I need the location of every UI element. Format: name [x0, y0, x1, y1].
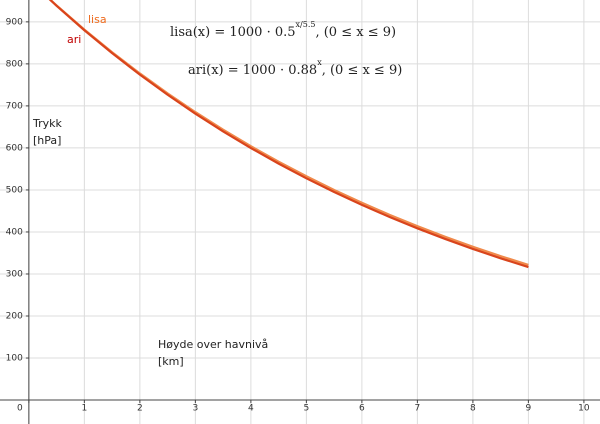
- formula-exponent: x/5.5: [296, 20, 316, 29]
- y-tick-label: 100: [6, 354, 23, 364]
- formula-tail: , (0 ≤ x ≤ 9): [315, 25, 396, 40]
- x-tick-label: 5: [304, 404, 310, 414]
- y-tick-label: 200: [6, 312, 23, 322]
- formula-main: lisa(x) = 1000 · 0.5: [170, 25, 296, 40]
- y-tick-label: 900: [6, 17, 23, 27]
- x-tick-label: 7: [415, 404, 421, 414]
- y-tick-label: 500: [6, 185, 23, 195]
- x-axis-label: Høyde over havnivå: [158, 338, 268, 351]
- x-axis-label: [km]: [158, 355, 184, 368]
- y-axis-label: Trykk: [32, 117, 63, 130]
- x-tick-label: 1: [81, 404, 87, 414]
- formula: ari(x) = 1000 · 0.88x, (0 ≤ x ≤ 9): [188, 58, 402, 78]
- formula: lisa(x) = 1000 · 0.5x/5.5, (0 ≤ x ≤ 9): [170, 20, 396, 40]
- x-tick-label: 0: [17, 404, 23, 414]
- y-tick-label: 600: [6, 143, 23, 153]
- x-tick-label: 4: [248, 404, 254, 414]
- labels: 0 1 2 3 4 5 6 7 8 9 10 100 200 300 400 500 600 700 800 900 l…: [6, 13, 590, 414]
- series-line: [48, 0, 529, 269]
- formula-exponent: x: [317, 58, 322, 67]
- y-tick-label: 800: [6, 59, 23, 69]
- plot-area: [48, 0, 529, 269]
- y-tick-label: 400: [6, 227, 23, 237]
- formula-main: ari(x) = 1000 · 0.88: [188, 63, 317, 78]
- formula-tail: , (0 ≤ x ≤ 9): [322, 63, 403, 78]
- series-line: [49, 0, 529, 266]
- x-tick-label: 3: [193, 404, 199, 414]
- series-label: lisa: [88, 13, 107, 26]
- y-tick-label: 300: [6, 269, 23, 279]
- x-tick-label: 6: [359, 404, 365, 414]
- y-tick-label: 700: [6, 101, 23, 111]
- x-tick-label: 10: [578, 404, 590, 414]
- x-tick-label: 8: [470, 404, 476, 414]
- y-axis-label: [hPa]: [33, 134, 61, 147]
- x-tick-label: 9: [526, 404, 532, 414]
- series-label: ari: [67, 33, 81, 46]
- x-tick-label: 2: [137, 404, 143, 414]
